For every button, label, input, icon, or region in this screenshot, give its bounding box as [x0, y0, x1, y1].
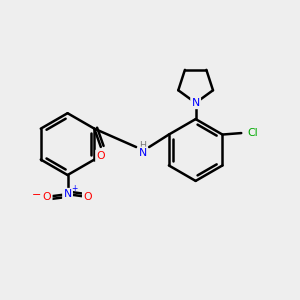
Text: −: −	[32, 190, 42, 200]
Text: N: N	[191, 98, 200, 108]
Text: N: N	[139, 148, 147, 158]
Text: O: O	[43, 191, 51, 202]
Text: +: +	[71, 184, 77, 193]
Text: O: O	[97, 151, 105, 161]
Text: H: H	[139, 141, 146, 150]
Text: O: O	[83, 191, 92, 202]
Text: N: N	[63, 189, 72, 199]
Text: Cl: Cl	[247, 128, 258, 138]
